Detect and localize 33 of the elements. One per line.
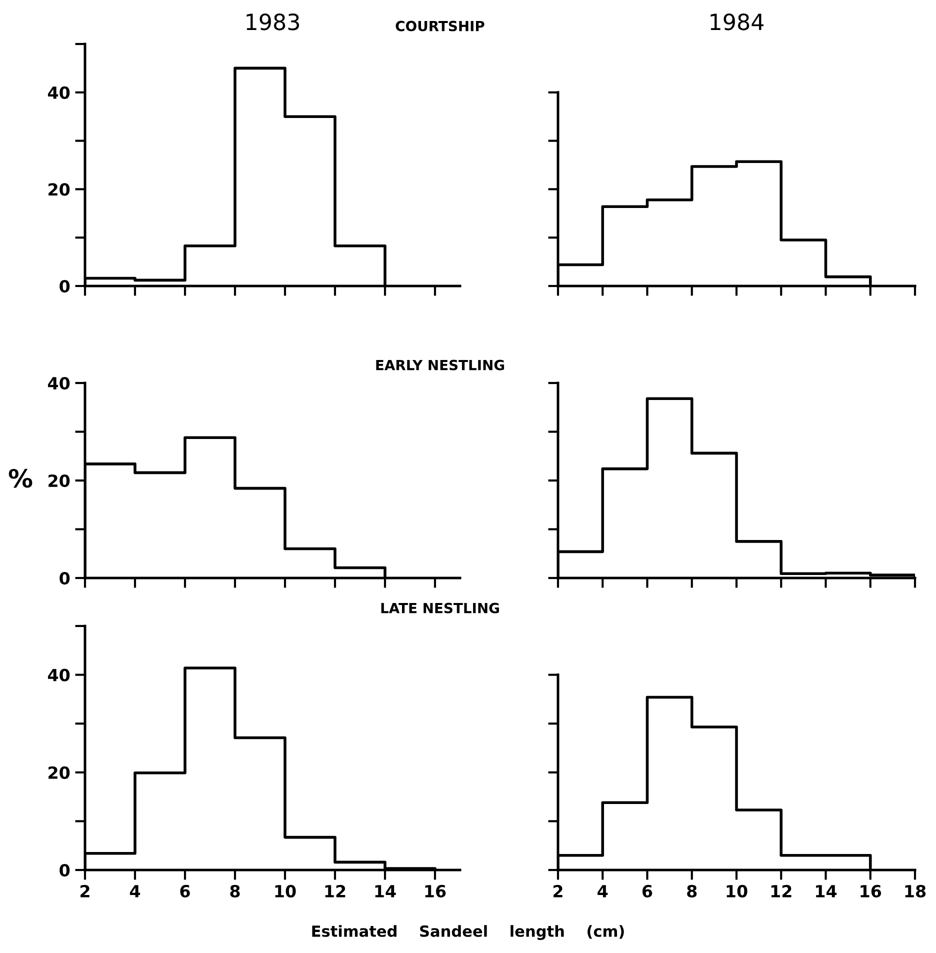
x-tick-label: 2 — [554, 884, 562, 898]
x-tick-label: 6 — [642, 884, 652, 898]
x-tick-label: 16 — [860, 884, 882, 898]
y-tick-label: 40 — [48, 86, 70, 99]
x-tick-label: 12 — [771, 884, 792, 898]
y-tick-label: 20 — [48, 183, 70, 196]
chart-subtitle: EARLY NESTLING — [376, 360, 504, 370]
x-tick-label: 8 — [230, 884, 240, 898]
x-tick-label: 8 — [687, 884, 697, 898]
y-tick-label: 0 — [60, 864, 70, 877]
y-tick-label: 20 — [48, 474, 70, 488]
x-tick-label: 16 — [425, 884, 446, 898]
x-tick-label: 4 — [130, 885, 140, 898]
x-tick-label: 10 — [726, 884, 748, 898]
x-tick-label: 12 — [325, 884, 346, 898]
x-tick-label: 6 — [180, 884, 190, 898]
chart-title: 1984 — [710, 14, 764, 30]
x-tick-label: 18 — [905, 884, 926, 898]
chart-subtitle: COURTSHIP — [396, 20, 484, 32]
x-tick-label: 2 — [80, 884, 90, 898]
x-tick-label: 14 — [375, 885, 396, 898]
x-tick-label: 4 — [598, 885, 608, 898]
x-tick-label: 14 — [816, 885, 837, 898]
x-axis-title: Estimated Sandeel length (cm) — [312, 925, 624, 940]
x-tick-label: 10 — [275, 884, 296, 898]
y-tick-label: 0 — [60, 572, 70, 585]
y-tick-label: 20 — [48, 766, 70, 779]
chart-title: 1983 — [246, 14, 299, 30]
y-axis-title: % — [8, 468, 32, 488]
y-tick-label: 0 — [60, 280, 70, 293]
y-tick-label: 40 — [48, 376, 70, 390]
y-tick-label: 40 — [48, 668, 70, 682]
chart-subtitle: LATE NESTLING — [381, 602, 499, 614]
